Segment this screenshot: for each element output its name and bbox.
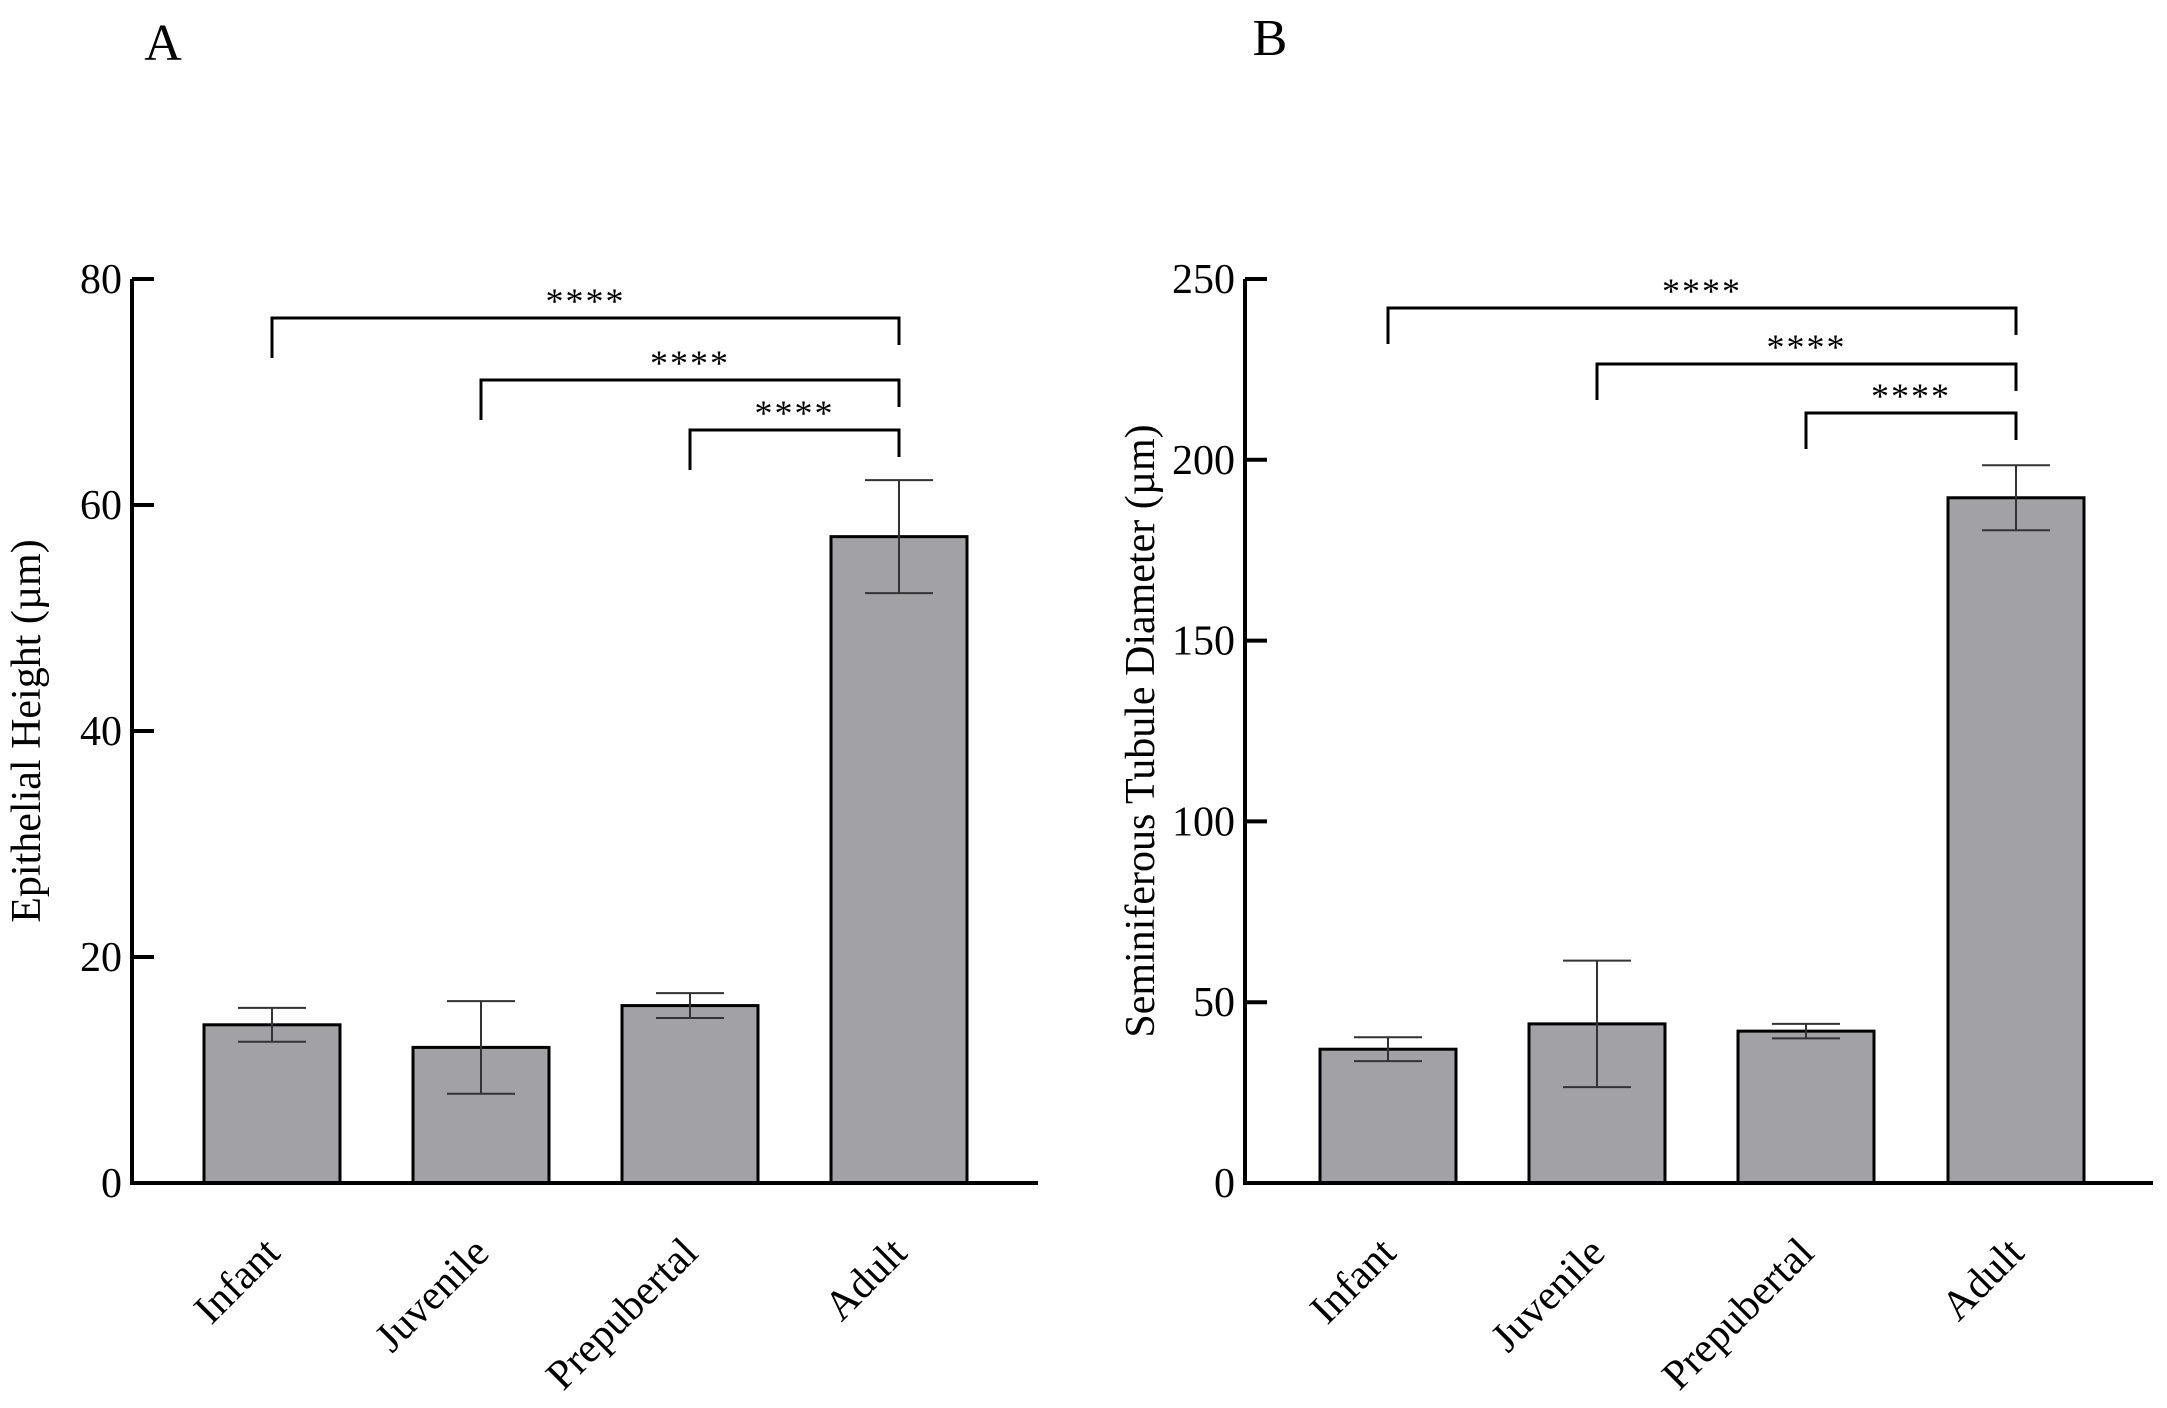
- y-tick-label: 50: [1193, 980, 1235, 1026]
- bar: [1736, 1029, 1876, 1185]
- y-tick-label: 250: [1172, 257, 1235, 303]
- y-axis-title: Seminiferous Tubule Diameter (µm): [1118, 424, 1164, 1037]
- category-label: Infant: [186, 1229, 290, 1333]
- category-label: Infant: [1302, 1229, 1406, 1333]
- significance-bracket: [270, 316, 901, 358]
- significance-bracket: [1804, 411, 2018, 449]
- significance-label: ****: [650, 343, 730, 383]
- y-tick-label: 150: [1172, 619, 1235, 665]
- category-label: Juvenile: [367, 1230, 498, 1361]
- panel-label: A: [144, 15, 182, 72]
- y-tick-label: 100: [1172, 799, 1235, 845]
- y-tick-label: 0: [101, 1161, 122, 1207]
- category-label: Adult: [816, 1229, 916, 1329]
- significance-label: ****: [1871, 376, 1951, 416]
- y-tick-label: 20: [80, 935, 122, 981]
- panel-b: B Infant Juvenile Prepubertal Adult 0 50 100 150…: [1118, 10, 2153, 1399]
- significance-label: ****: [1767, 327, 1847, 367]
- y-tick-label: 60: [80, 483, 122, 529]
- significance-label: ****: [546, 281, 626, 321]
- significance-label: ****: [755, 393, 835, 433]
- y-tick-label: 0: [1214, 1161, 1235, 1207]
- bar: [1946, 496, 2086, 1185]
- significance-label: ****: [1662, 271, 1742, 311]
- y-tick-label: 40: [80, 709, 122, 755]
- category-label: Adult: [1933, 1229, 2033, 1329]
- y-tick-label: 200: [1172, 438, 1235, 484]
- panel-a: A Infant Juvenile Prepubertal Adult 0 20 40 60 80…: [4, 15, 1038, 1399]
- category-label: Prepubertal: [1654, 1230, 1823, 1399]
- significance-bracket: [1595, 362, 2018, 400]
- panel-label: B: [1253, 10, 1288, 67]
- bar: [620, 1004, 760, 1185]
- bar: [202, 1023, 342, 1185]
- significance-bracket: [1386, 306, 2018, 344]
- y-axis-title: Epithelial Height (µm): [4, 539, 50, 922]
- bar: [829, 535, 969, 1185]
- bar: [1318, 1047, 1458, 1185]
- category-label: Juvenile: [1483, 1230, 1614, 1361]
- category-label: Prepubertal: [538, 1230, 707, 1399]
- significance-bracket: [479, 378, 901, 420]
- y-tick-label: 80: [80, 257, 122, 303]
- significance-bracket: [688, 428, 901, 470]
